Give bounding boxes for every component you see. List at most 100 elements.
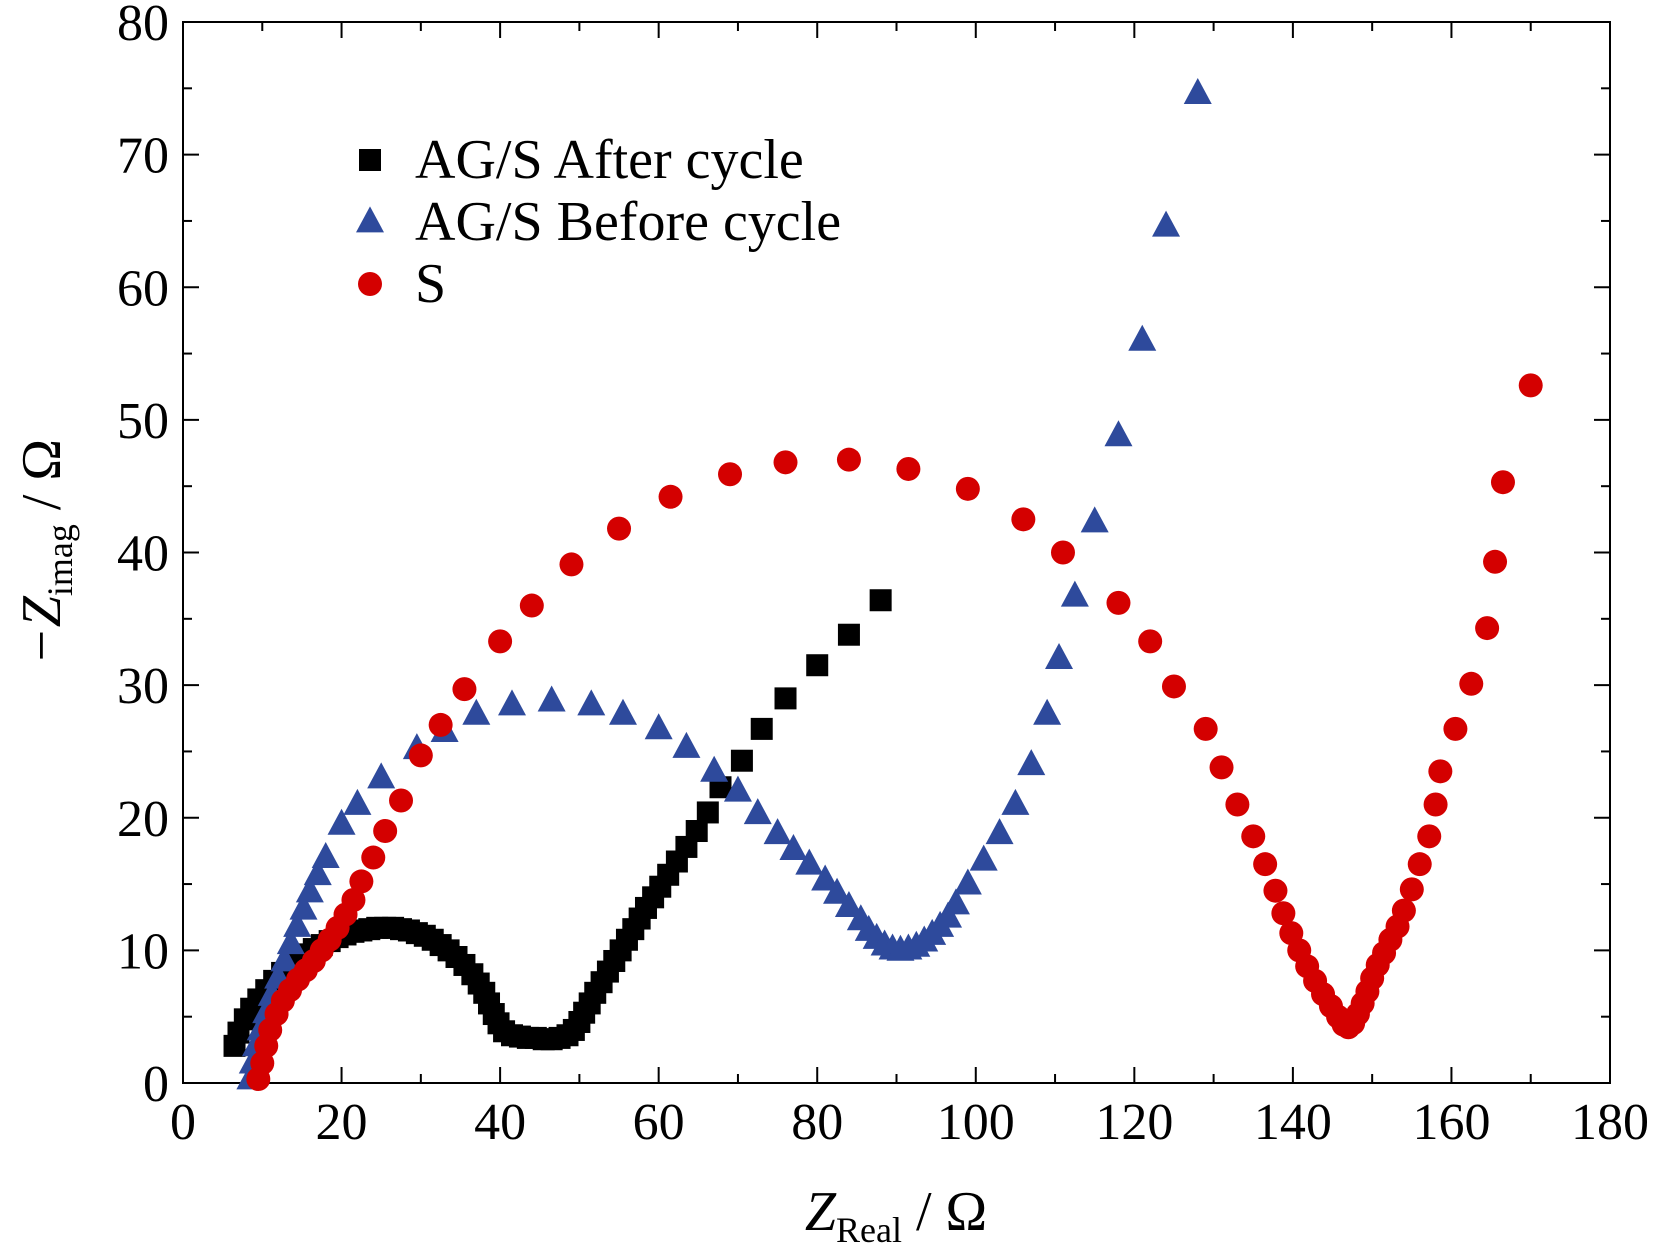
data-point	[1443, 716, 1468, 741]
x-tick-label: 120	[1095, 1094, 1173, 1151]
data-point	[1518, 373, 1543, 398]
x-tick-label: 40	[474, 1094, 526, 1151]
data-point	[276, 928, 305, 955]
y-tick-label: 0	[143, 1056, 169, 1113]
data-point	[1017, 749, 1046, 776]
x-tick-label: 100	[937, 1094, 1015, 1151]
data-point	[1045, 643, 1074, 669]
data-point	[1241, 824, 1266, 849]
data-point	[644, 713, 673, 740]
data-point	[1193, 716, 1218, 741]
data-point	[1475, 616, 1500, 641]
x-tick-label: 20	[316, 1094, 368, 1151]
x-tick-label: 160	[1412, 1094, 1490, 1151]
data-point	[389, 788, 414, 813]
data-point	[743, 798, 772, 825]
data-point	[730, 749, 753, 772]
data-point	[953, 868, 982, 895]
data-point	[1423, 792, 1448, 817]
data-point	[985, 818, 1014, 845]
data-point	[750, 717, 773, 740]
data-point	[1263, 878, 1288, 903]
data-point	[1225, 792, 1250, 817]
data-point	[428, 712, 453, 737]
data-point	[607, 516, 632, 541]
data-point	[823, 877, 852, 904]
data-point	[834, 891, 863, 918]
data-point	[774, 687, 797, 710]
x-tick-label: 180	[1571, 1094, 1649, 1151]
data-point	[1152, 210, 1181, 237]
data-point	[341, 887, 366, 912]
data-point	[1138, 629, 1163, 654]
x-tick-label: 80	[791, 1094, 843, 1151]
data-points	[223, 78, 1543, 1092]
data-point	[869, 589, 892, 612]
data-point	[941, 888, 970, 915]
legend-label: AG/S After cycle	[415, 129, 804, 191]
data-point	[373, 819, 398, 844]
data-point	[709, 776, 732, 799]
legend-label: AG/S Before cycle	[415, 191, 841, 253]
data-point	[934, 901, 963, 928]
data-point	[498, 689, 527, 716]
data-point	[303, 859, 332, 886]
data-point	[1106, 590, 1131, 615]
data-point	[811, 864, 840, 891]
legend-label: S	[415, 253, 446, 315]
data-point	[289, 893, 318, 920]
data-point	[1183, 78, 1212, 105]
data-point	[1417, 824, 1442, 849]
data-point	[311, 841, 340, 868]
data-point	[1033, 698, 1062, 725]
data-point	[1128, 324, 1157, 351]
data-point	[559, 552, 584, 577]
data-point	[1490, 470, 1515, 495]
data-point	[488, 629, 513, 654]
data-point	[969, 844, 998, 871]
data-point	[718, 462, 743, 487]
axis-ticks	[182, 21, 1611, 1084]
y-axis-title: −Zimag / Ω	[11, 439, 80, 665]
data-point	[1001, 788, 1030, 815]
y-tick-label: 10	[117, 923, 169, 980]
y-tick-label: 40	[117, 526, 169, 583]
data-point	[295, 876, 324, 903]
data-point	[896, 456, 921, 481]
data-point	[1104, 420, 1133, 447]
data-point	[763, 818, 792, 845]
data-point	[1050, 540, 1075, 565]
legend-marker-circle	[358, 272, 382, 296]
data-point	[462, 698, 491, 725]
data-point	[270, 945, 299, 972]
legend-marker-square	[359, 149, 381, 171]
data-point	[1271, 901, 1296, 926]
data-point	[608, 698, 637, 725]
data-point	[723, 775, 752, 802]
data-point	[1253, 852, 1278, 877]
data-point	[1483, 549, 1508, 574]
data-point	[1428, 759, 1453, 784]
data-point	[779, 833, 808, 860]
y-tick-label: 50	[117, 393, 169, 450]
data-point	[955, 476, 980, 501]
data-point	[361, 845, 386, 870]
data-point	[1080, 506, 1109, 533]
data-point	[1209, 755, 1234, 780]
data-point	[408, 743, 433, 768]
data-point	[1161, 674, 1186, 699]
y-tick-label: 30	[117, 658, 169, 715]
x-tick-label: 140	[1254, 1094, 1332, 1151]
y-tick-label: 20	[117, 791, 169, 848]
data-point	[1399, 877, 1424, 902]
data-point	[283, 910, 312, 937]
series-square	[223, 589, 892, 1057]
data-point	[1459, 671, 1484, 696]
series-circle	[246, 373, 1543, 1092]
data-point	[577, 689, 606, 716]
data-point	[795, 848, 824, 875]
data-point	[1060, 580, 1089, 607]
legend-marker-triangle	[356, 206, 384, 233]
data-point	[773, 450, 798, 475]
